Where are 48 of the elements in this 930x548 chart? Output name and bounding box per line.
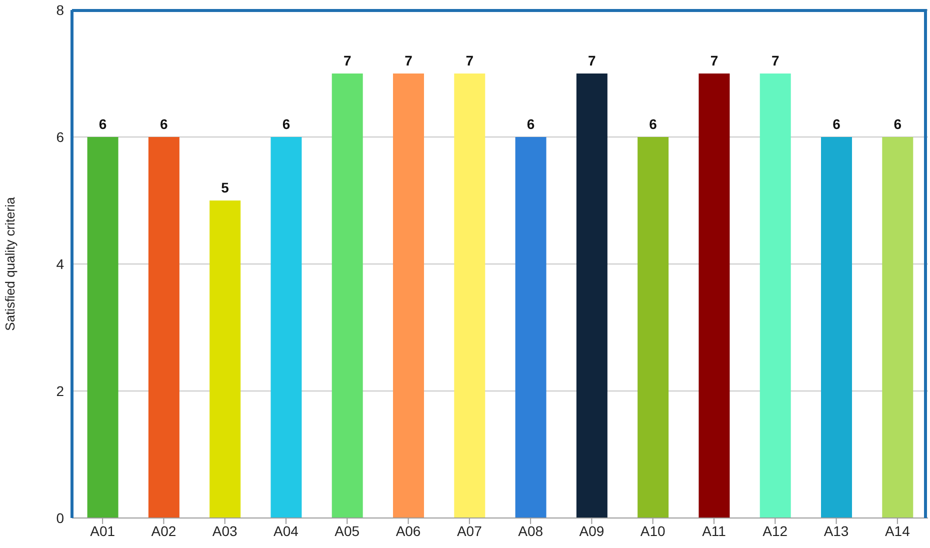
data-label: 6: [526, 116, 535, 132]
bar: [638, 137, 669, 518]
data-label: 7: [343, 52, 352, 68]
x-tick-label: A07: [456, 522, 482, 539]
bar: [760, 74, 791, 518]
y-tick-label: 2: [56, 382, 64, 399]
y-tick-label: 8: [56, 2, 64, 18]
bar: [698, 74, 730, 518]
bar: [454, 74, 486, 518]
x-tick-label: A10: [640, 522, 666, 539]
y-axis-title: Satisfied quality criteria: [2, 196, 18, 331]
x-tick-label: A14: [884, 522, 910, 539]
bar: [210, 200, 241, 518]
data-label: 6: [282, 116, 290, 132]
x-tick-label: A04: [274, 522, 299, 539]
x-tick-label: A03: [212, 522, 238, 539]
bar: [882, 137, 914, 518]
data-label: 7: [771, 52, 780, 68]
bar: [148, 137, 180, 518]
x-tick-label: A06: [396, 522, 421, 539]
data-label: 6: [832, 116, 841, 132]
bar: [87, 137, 118, 518]
data-label: 6: [649, 116, 658, 132]
data-label: 7: [710, 52, 718, 68]
x-tick-label: A13: [824, 522, 849, 539]
x-tick-label: A11: [702, 522, 726, 539]
x-tick-label: A02: [151, 522, 176, 539]
data-label: 6: [160, 116, 168, 132]
y-tick-label: 4: [56, 256, 64, 272]
bar: [332, 74, 363, 518]
data-label: 5: [221, 180, 230, 196]
x-tick-label: A05: [334, 522, 360, 539]
data-label: 7: [404, 52, 413, 68]
x-tick-label: A12: [762, 522, 788, 539]
bar: [393, 74, 424, 518]
x-tick-label: A01: [90, 522, 116, 539]
x-tick-label: A09: [579, 522, 604, 539]
data-label: 6: [894, 116, 902, 132]
data-label: 6: [98, 116, 107, 132]
data-label: 7: [588, 52, 596, 68]
x-tick-label: A08: [518, 522, 544, 539]
bar: [821, 137, 852, 518]
bar: [576, 74, 608, 518]
y-tick-label: 0: [56, 510, 64, 526]
bar: [270, 137, 302, 518]
y-tick-label: 6: [56, 128, 64, 145]
data-label: 7: [466, 52, 474, 68]
bar: [515, 137, 546, 518]
